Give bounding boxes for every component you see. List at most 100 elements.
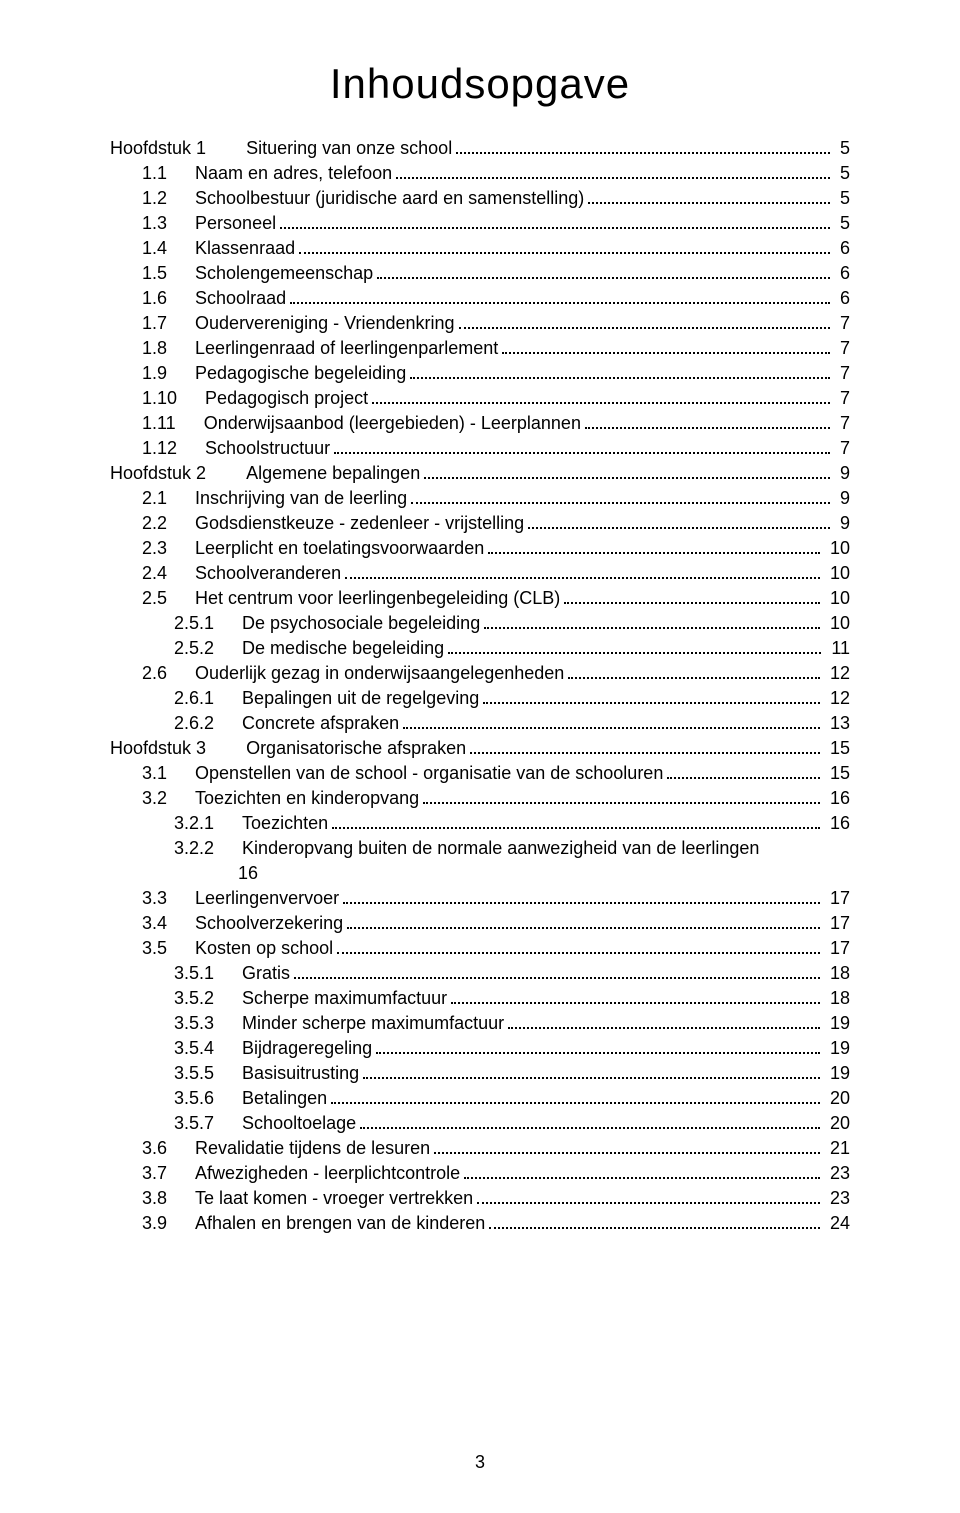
toc-number: 3.8 (142, 1186, 167, 1211)
toc-entry: 1.12Schoolstructuur7 (110, 436, 850, 461)
toc-page: 24 (824, 1211, 850, 1236)
toc-number: 2.1 (142, 486, 167, 511)
toc-entry: 3.5.1Gratis18 (110, 961, 850, 986)
toc-entry: 3.5.7Schooltoelage20 (110, 1111, 850, 1136)
toc-entry: 2.4Schoolveranderen10 (110, 561, 850, 586)
toc-label: Toezichten en kinderopvang (195, 786, 419, 811)
toc-number: Hoofdstuk 2 (110, 461, 206, 486)
toc-label: Bijdrageregeling (242, 1036, 372, 1061)
toc-leader (280, 227, 830, 229)
toc-label: Personeel (195, 211, 276, 236)
toc-label: Situering van onze school (246, 136, 452, 161)
toc-page: 5 (834, 161, 850, 186)
toc-label: Minder scherpe maximumfactuur (242, 1011, 504, 1036)
toc-number: Hoofdstuk 3 (110, 736, 206, 761)
toc-label: Schoolbestuur (juridische aard en samens… (195, 186, 584, 211)
toc-number: 3.5.7 (174, 1111, 214, 1136)
footer-page-number: 3 (0, 1452, 960, 1473)
toc-entry-pageline: 16 (110, 861, 850, 886)
toc-entry: 3.5.4Bijdrageregeling19 (110, 1036, 850, 1061)
toc-leader (434, 1152, 820, 1154)
toc-page: 10 (824, 611, 850, 636)
toc-number: 3.5.2 (174, 986, 214, 1011)
toc-leader (456, 152, 830, 154)
toc-number: 1.11 (142, 411, 176, 436)
toc-entry: 1.4Klassenraad6 (110, 236, 850, 261)
toc-leader (376, 1052, 820, 1054)
toc-label: Naam en adres, telefoon (195, 161, 392, 186)
toc-entry: 2.2Godsdienstkeuze - zedenleer - vrijste… (110, 511, 850, 536)
toc-number: 3.2 (142, 786, 167, 811)
toc-number: 3.2.1 (174, 811, 214, 836)
toc-leader (334, 452, 830, 454)
toc-label: Pedagogische begeleiding (195, 361, 406, 386)
toc-leader (484, 627, 820, 629)
toc-page: 9 (834, 461, 850, 486)
toc-leader (290, 302, 830, 304)
toc-page: 7 (834, 361, 850, 386)
toc-entry: 3.1Openstellen van de school - organisat… (110, 761, 850, 786)
toc-number: 3.1 (142, 761, 167, 786)
toc-page: 23 (824, 1161, 850, 1186)
toc-leader (528, 527, 830, 529)
toc-page: 17 (824, 886, 850, 911)
toc-leader (564, 602, 820, 604)
toc-label: Bepalingen uit de regelgeving (242, 686, 479, 711)
toc-entry: 3.2.2Kinderopvang buiten de normale aanw… (110, 836, 850, 861)
toc-entry: Hoofdstuk 3Organisatorische afspraken15 (110, 736, 850, 761)
toc-number: 1.7 (142, 311, 167, 336)
toc-page: 19 (824, 1036, 850, 1061)
toc-entry: 2.3Leerplicht en toelatingsvoorwaarden10 (110, 536, 850, 561)
toc-entry: 1.7Oudervereniging - Vriendenkring7 (110, 311, 850, 336)
toc-leader (451, 1002, 820, 1004)
toc-label: Pedagogisch project (205, 386, 368, 411)
toc-leader (459, 327, 830, 329)
toc-leader (464, 1177, 820, 1179)
toc-entry: 3.2.1Toezichten16 (110, 811, 850, 836)
toc-label: Scholengemeenschap (195, 261, 373, 286)
toc-entry: 3.5.3Minder scherpe maximumfactuur19 (110, 1011, 850, 1036)
toc-label: Het centrum voor leerlingenbegeleiding (… (195, 586, 560, 611)
toc-page: 23 (824, 1186, 850, 1211)
toc-page: 9 (834, 486, 850, 511)
toc-page: 7 (834, 311, 850, 336)
toc-number: 3.5.6 (174, 1086, 214, 1111)
toc-label: Basisuitrusting (242, 1061, 359, 1086)
toc-entry: 3.4Schoolverzekering17 (110, 911, 850, 936)
toc-label: De medische begeleiding (242, 636, 444, 661)
toc-page: 5 (834, 136, 850, 161)
toc-leader (347, 927, 820, 929)
toc-page: 5 (834, 211, 850, 236)
toc-number: 2.6.2 (174, 711, 214, 736)
toc-leader (410, 377, 830, 379)
toc-leader (396, 177, 830, 179)
toc-number: 3.5 (142, 936, 167, 961)
toc-page: 7 (834, 336, 850, 361)
toc-page: 17 (824, 936, 850, 961)
toc-number: 1.9 (142, 361, 167, 386)
toc-number: 3.3 (142, 886, 167, 911)
toc-page: 10 (824, 536, 850, 561)
toc-leader (294, 977, 820, 979)
toc-entry: 3.3 Leerlingenvervoer 17 (110, 886, 850, 911)
toc-label: Schoolverzekering (195, 911, 343, 936)
toc-number: 1.4 (142, 236, 167, 261)
toc-leader (331, 1102, 820, 1104)
toc-page: 18 (824, 961, 850, 986)
table-of-contents: Hoofdstuk 1Situering van onze school51.1… (110, 136, 850, 1236)
toc-leader (667, 777, 820, 779)
toc-leader (448, 652, 821, 654)
toc-page: 13 (824, 711, 850, 736)
toc-entry: 1.5Scholengemeenschap6 (110, 261, 850, 286)
toc-label: Organisatorische afspraken (246, 736, 466, 761)
toc-entry: 2.5.1De psychosociale begeleiding10 (110, 611, 850, 636)
toc-label: Godsdienstkeuze - zedenleer - vrijstelli… (195, 511, 524, 536)
toc-page: 10 (824, 561, 850, 586)
toc-label: Leerlingenvervoer (195, 886, 339, 911)
toc-entry: 1.9 Pedagogische begeleiding 7 (110, 361, 850, 386)
toc-label: Revalidatie tijdens de lesuren (195, 1136, 430, 1161)
toc-label: Schoolraad (195, 286, 286, 311)
toc-number: 1.5 (142, 261, 167, 286)
toc-leader (502, 352, 830, 354)
toc-number: 1.2 (142, 186, 167, 211)
